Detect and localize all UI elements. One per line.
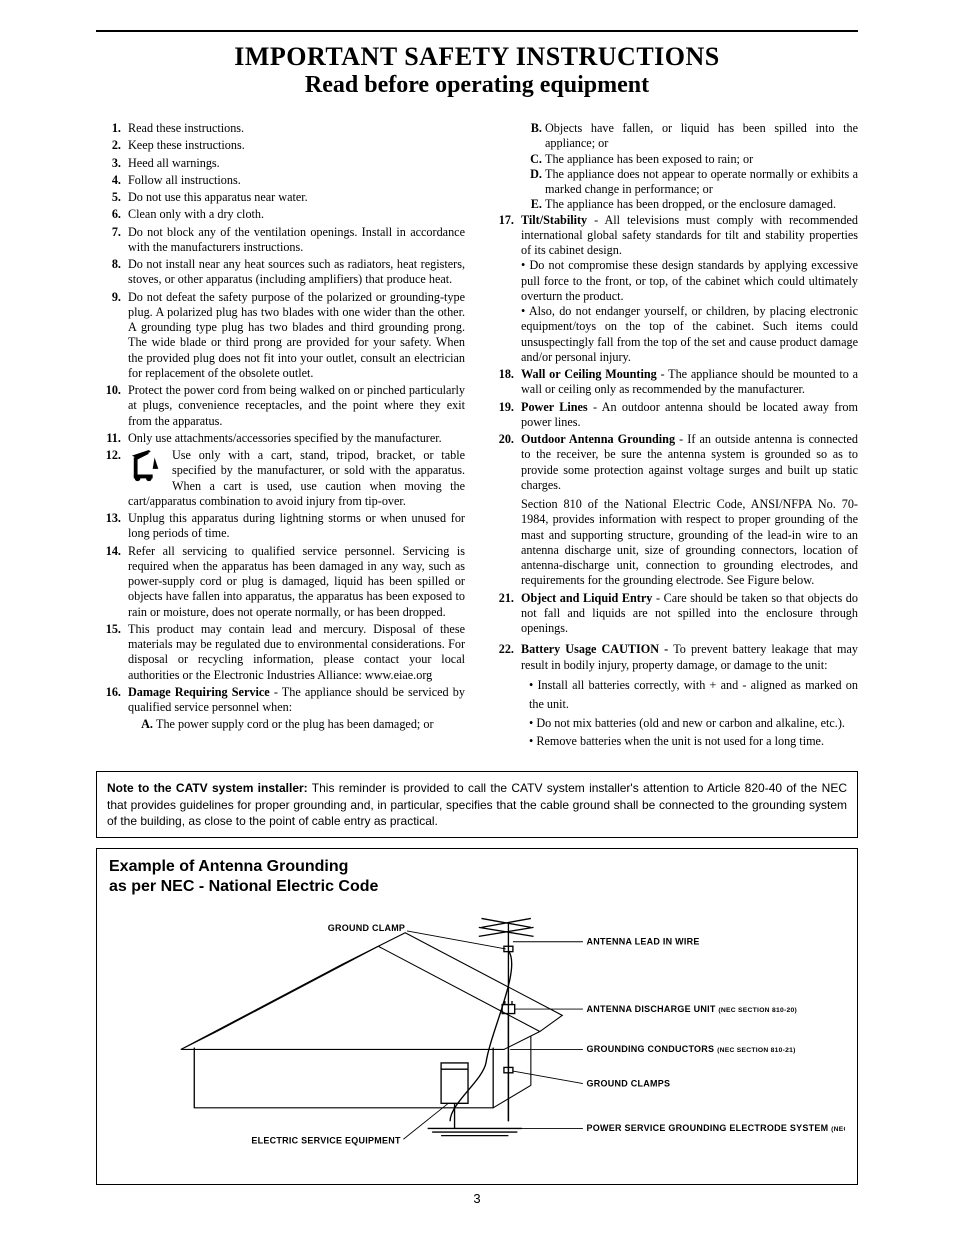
item-16: Damage Requiring Service - The appliance… (124, 685, 465, 733)
item-11: Only use attachments/accessories specifi… (124, 431, 465, 446)
item-3: Heed all warnings. (124, 156, 465, 171)
item-21: Object and Liquid Entry - Care should be… (517, 591, 858, 637)
item-17: Tilt/Stability - All televisions must co… (517, 213, 858, 366)
title-line-1: IMPORTANT SAFETY INSTRUCTIONS (96, 42, 858, 72)
svg-text:GROUNDING CONDUCTORS (NEC SECT: GROUNDING CONDUCTORS (NEC SECTION 810-21… (587, 1044, 796, 1054)
item-16c: The appliance has been exposed to rain; … (545, 152, 858, 167)
item-15: This product may contain lead and mercur… (124, 622, 465, 683)
item-16a: The power supply cord or the plug has be… (156, 717, 465, 732)
title-line-2: Read before operating equipment (96, 72, 858, 99)
item-16d: The appliance does not appear to operate… (545, 167, 858, 198)
item-20: Outdoor Antenna Grounding - If an outsid… (517, 432, 858, 589)
item-9: Do not defeat the safety purpose of the … (124, 290, 465, 382)
title-block: IMPORTANT SAFETY INSTRUCTIONS Read befor… (96, 42, 858, 99)
item-12: Use only with a cart, stand, tripod, bra… (124, 448, 465, 509)
cart-tip-icon (128, 450, 166, 484)
svg-text:ANTENNA LEAD IN WIRE: ANTENNA LEAD IN WIRE (587, 936, 700, 946)
item-14: Refer all servicing to qualified service… (124, 544, 465, 620)
item-8: Do not install near any heat sources suc… (124, 257, 465, 288)
left-column: Read these instructions. Keep these instr… (96, 121, 465, 753)
item-10: Protect the power cord from being walked… (124, 383, 465, 429)
item-6: Clean only with a dry cloth. (124, 207, 465, 222)
item-19: Power Lines - An outdoor antenna should … (517, 400, 858, 431)
item-22: Battery Usage CAUTION - To prevent batte… (517, 642, 858, 751)
item-18: Wall or Ceiling Mounting - The appliance… (517, 367, 858, 398)
svg-text:GROUND CLAMP: GROUND CLAMP (328, 923, 405, 933)
item-13: Unplug this apparatus during lightning s… (124, 511, 465, 542)
item-4: Follow all instructions. (124, 173, 465, 188)
diagram-title-2: as per NEC - National Electric Code (109, 877, 845, 897)
item-2: Keep these instructions. (124, 138, 465, 153)
svg-text:POWER SERVICE GROUNDING ELECTR: POWER SERVICE GROUNDING ELECTRODE SYSTEM… (587, 1123, 845, 1133)
svg-text:ANTENNA DISCHARGE UNIT (NEC SE: ANTENNA DISCHARGE UNIT (NEC SECTION 810-… (587, 1004, 797, 1014)
item-16b: Objects have fallen, or liquid has been … (545, 121, 858, 152)
svg-text:ELECTRIC SERVICE EQUIPMENT: ELECTRIC SERVICE EQUIPMENT (251, 1136, 401, 1146)
catv-note-box: Note to the CATV system installer: This … (96, 771, 858, 838)
antenna-diagram-box: Example of Antenna Grounding as per NEC … (96, 848, 858, 1185)
svg-text:GROUND CLAMPS: GROUND CLAMPS (587, 1078, 671, 1088)
item-16e: The appliance has been dropped, or the e… (545, 197, 858, 212)
right-column: Objects have fallen, or liquid has been … (489, 121, 858, 753)
diagram-title-1: Example of Antenna Grounding (109, 857, 845, 877)
antenna-diagram-svg: GROUND CLAMP ANTENNA LEAD IN WIRE ANTENN… (109, 901, 845, 1171)
item-5: Do not use this apparatus near water. (124, 190, 465, 205)
item-7: Do not block any of the ventilation open… (124, 225, 465, 256)
page-number: 3 (96, 1191, 858, 1206)
item-1: Read these instructions. (124, 121, 465, 136)
